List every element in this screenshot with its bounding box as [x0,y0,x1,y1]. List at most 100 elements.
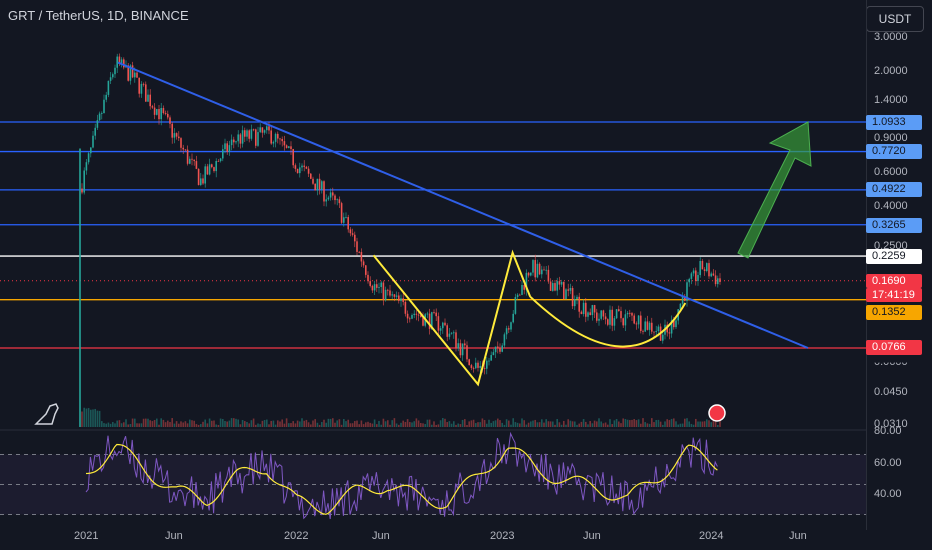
volume-bar [448,421,451,427]
volume-bar [206,423,209,427]
volume-bar [215,424,217,427]
candle-body [250,129,253,139]
volume-bar [230,418,233,427]
volume-bar [112,422,114,427]
currency-button[interactable]: USDT [866,6,924,32]
candle-body [369,281,371,286]
volume-bar [147,418,149,427]
candle-body [400,298,402,301]
volume-bar [184,421,187,427]
candle-body [87,153,90,163]
volume-bar [514,422,517,427]
candle-body [336,199,338,201]
volume-bar [307,422,310,427]
candle-body [312,178,314,184]
candle-body [483,368,486,369]
volume-bar [332,418,334,427]
volume-bar [371,423,374,427]
volume-bar [653,422,655,427]
volume-bar [312,420,314,427]
volume-bar [156,418,158,427]
volume-bar [321,422,323,427]
volume-bar [400,422,402,427]
volume-bar [140,423,143,427]
volume-bar [153,420,156,427]
candle-body [607,319,609,325]
volume-bar [692,424,695,427]
volume-bar [107,422,110,427]
candle-body [510,322,512,330]
candle-body [279,138,281,140]
volume-bar [686,418,688,427]
x-tick-label: Jun [583,530,601,542]
candle-body [554,283,556,291]
volume-bar [578,423,580,427]
candle-body [409,318,411,320]
candle-body [215,161,217,172]
volume-bar [226,421,228,427]
candle-body [587,312,589,317]
volume-bar [202,421,204,427]
volume-bar [708,420,710,427]
candle-body [532,260,534,273]
candle-body [241,130,244,144]
candle-body [556,281,558,291]
candle-body [422,317,424,326]
candle-body [536,263,539,278]
candle-body [140,83,143,94]
dino-logo-icon[interactable] [34,403,59,425]
volume-bar [189,419,191,427]
volume-bar [224,420,226,427]
candle-body [373,284,376,291]
candle-body [367,274,369,282]
candle-body [538,263,541,275]
candle-body [569,287,572,291]
candle-body [527,272,530,276]
candle-body [455,332,457,349]
candle-body [508,328,510,330]
symbol-title[interactable]: GRT / TetherUS, 1D, BINANCE [8,8,189,23]
volume-bar [255,424,257,427]
volume-bar [389,424,391,427]
volume-bar [404,421,407,427]
volume-bar [549,421,552,427]
candle-body [382,282,385,301]
candle-body [534,260,536,278]
candle-body [701,260,704,270]
candle-body [492,352,495,356]
candle-body [479,366,481,368]
volume-bar [318,424,321,427]
candle-body [109,77,112,81]
volume-bar [552,421,554,427]
candle-body [123,59,125,68]
volume-bar [257,423,259,427]
volume-bar [208,418,211,427]
candle-body [662,334,664,341]
candle-body [178,136,180,139]
candle-body [127,65,129,81]
volume-bar [516,422,519,427]
candle-body [552,283,554,291]
countdown-label: 17:41:19 [866,288,922,302]
volume-bar [365,422,367,427]
candle-body [191,158,193,160]
candle-body [609,309,611,325]
volume-bar [530,421,532,427]
candle-body [543,269,545,271]
volume-bar [534,419,536,427]
candle-body [303,165,305,167]
candle-body [679,303,682,310]
volume-bar [424,424,426,427]
candle-body [193,159,195,162]
candle-body [334,195,336,201]
candle-body [321,181,323,190]
candle-body [717,278,719,285]
candle-body [448,333,451,337]
candle-body [468,359,470,366]
candle-body [347,217,349,230]
rsi-tick-label: 80.00 [874,425,902,437]
candle-body [85,162,88,171]
candle-body [186,149,189,164]
volume-bar [182,422,184,427]
